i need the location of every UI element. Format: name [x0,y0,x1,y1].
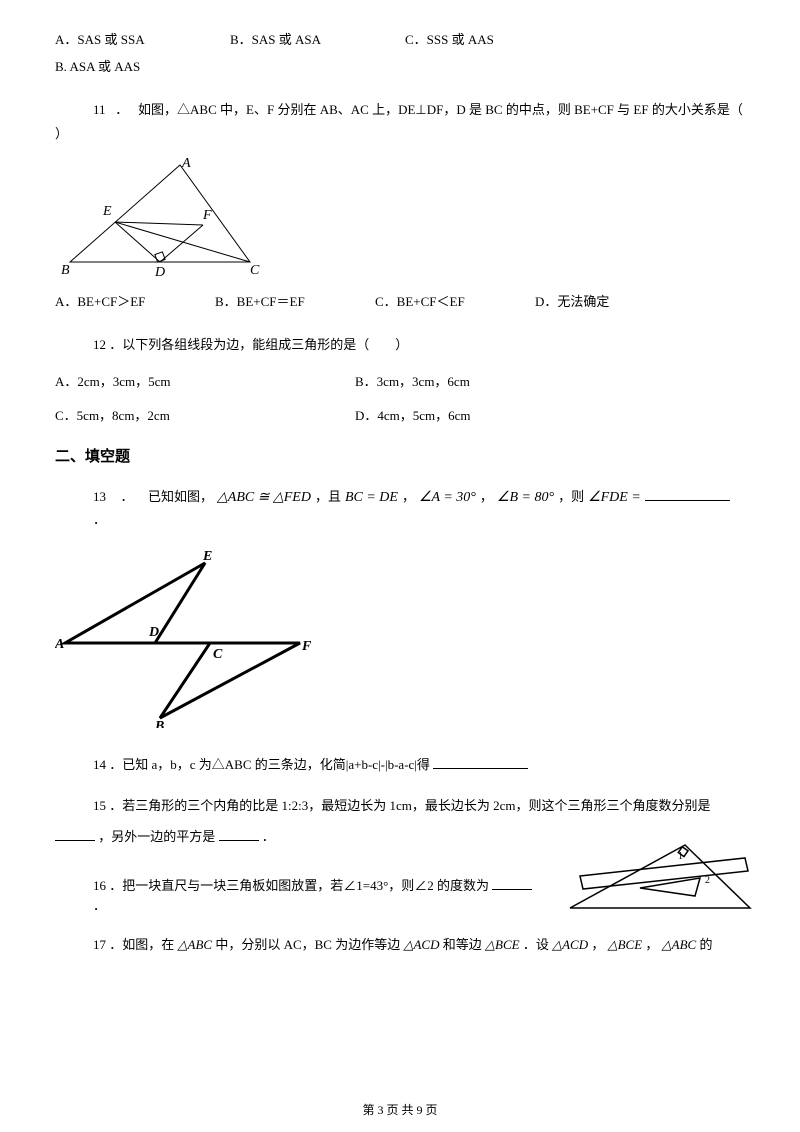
label-B: B [61,263,70,277]
label-A: A [181,157,191,171]
q17-m2: 和等边 [443,937,482,952]
q11-close: ） [55,124,745,145]
q17-t4: △ACD [552,937,588,952]
q13-m5: ∠FDE = [588,487,641,509]
q13-m1: △ABC ≅ △FED [217,487,311,509]
q17-c2: ， [645,937,658,952]
q11-opt-b: B．BE+CF＝EF [215,292,375,313]
q16-period: ． [93,898,106,913]
q17-t2: △ACD [403,937,439,952]
q16-figure: 1 2 [565,838,755,923]
q17-t1: △ABC [178,937,213,952]
q12-opt-d: D．4cm，5cm，6cm [355,406,471,427]
label-D: D [154,265,165,277]
q17-m3: ．设 [523,937,549,952]
q10-options-row2: B. ASA 或 AAS [55,57,745,78]
q15-blank1 [55,827,95,841]
q13-mid1: ，且 [315,487,341,508]
q13-m3: ∠A = 30° [419,487,476,509]
l13-E: E [202,549,212,564]
q15-text: 15 ．若三角形的三个内角的比是 1:2:3，最短边长为 1cm，最长边长为 2… [93,796,745,817]
q11-options: A．BE+CF＞EF B．BE+CF＝EF C．BE+CF＜EF D．无法确定 [55,292,745,313]
label-F: F [202,208,212,223]
q13-dot: ． [121,487,134,508]
l13-B: B [154,719,164,728]
q13-pre: 已知如图， [148,487,213,508]
q13-num: 13 [93,487,106,508]
q13-mid3: ， [480,487,493,508]
q17-t3: △BCE [485,937,520,952]
q11-opt-d: D．无法确定 [535,292,675,313]
q14-blank [433,755,528,769]
q10-opt-b: B．SAS 或 ASA [230,30,405,51]
q16-wrap: 16 ．把一块直尺与一块三角板如图放置，若∠1=43°，则∠2 的度数为 ． 1… [55,876,745,918]
q13-m4: ∠B = 80° [497,487,554,509]
q13-period: ． [93,510,106,531]
l13-D: D [148,625,159,640]
q12-options: A．2cm，3cm，5cm B．3cm，3cm，6cm C．5cm，8cm，2c… [55,372,745,428]
q16-blank [492,876,532,890]
q13-mid4: ，则 [558,487,584,508]
q13-figure: A E D C F B [55,548,745,735]
l13-C: C [213,647,223,662]
q14-body: 14 ．已知 a，b，c 为△ABC 的三条边，化简|a+b-c|-|b-a-c… [93,757,433,772]
q17-c1: ， [591,937,604,952]
q11-dot: ． [115,102,128,117]
q17-t6: △ABC [662,937,697,952]
section-2-title: 二、填空题 [55,445,745,469]
q15-blank2 [219,827,259,841]
q13-text: 13 ． 已知如图， △ABC ≅ △FED ，且 BC = DE ， ∠A =… [93,487,745,530]
q13-m2: BC = DE [345,487,398,509]
q17-end: 的 [699,937,712,952]
l13-F: F [301,639,312,654]
q11-figure: A E F B D C [55,157,745,284]
q17-text: 17 ．如图，在 △ABC 中，分别以 AC，BC 为边作等边 △ACD 和等边… [93,935,745,956]
q15-text2: ，另外一边的平方是 [98,829,215,844]
l16-2: 2 [705,875,710,886]
q17-pre: 17 ．如图，在 [93,937,174,952]
q13-blank [645,487,730,501]
q15-period: ． [262,829,275,844]
q10-opt-c: C．SSS 或 AAS [405,30,580,51]
l16-1: 1 [678,851,683,862]
q12-opt-c: C．5cm，8cm，2cm [55,406,355,427]
q17-t5: △BCE [608,937,643,952]
q11-opt-a: A．BE+CF＞EF [55,292,215,313]
q11-opt-c: C．BE+CF＜EF [375,292,535,313]
q13-mid2: ， [402,487,415,508]
q12-opt-a: A．2cm，3cm，5cm [55,372,355,393]
q16-body: 16 ．把一块直尺与一块三角板如图放置，若∠1=43°，则∠2 的度数为 [93,878,489,893]
q10-options-row1: A．SAS 或 SSA B．SAS 或 ASA C．SSS 或 AAS [55,30,745,51]
page-footer: 第 3 页 共 9 页 [0,1101,800,1120]
q11-body: 如图，△ABC 中，E、F 分别在 AB、AC 上，DE⊥DF，D 是 BC 的… [138,102,743,117]
q11-num: 11 [93,102,106,117]
label-C: C [250,263,260,277]
label-E: E [102,204,112,219]
q12-opt-b: B．3cm，3cm，6cm [355,372,470,393]
q10-opt-a2: B. ASA 或 AAS [55,57,140,78]
q11-text: 11 ． 如图，△ABC 中，E、F 分别在 AB、AC 上，DE⊥DF，D 是… [93,100,745,121]
q14-text: 14 ．已知 a，b，c 为△ABC 的三条边，化简|a+b-c|-|b-a-c… [93,755,745,776]
q12-text: 12 ．以下列各组线段为边，能组成三角形的是（ ） [93,335,745,356]
l13-A: A [55,637,64,652]
q10-opt-a: A．SAS 或 SSA [55,30,230,51]
q17-m1: 中，分别以 AC，BC 为边作等边 [215,937,400,952]
